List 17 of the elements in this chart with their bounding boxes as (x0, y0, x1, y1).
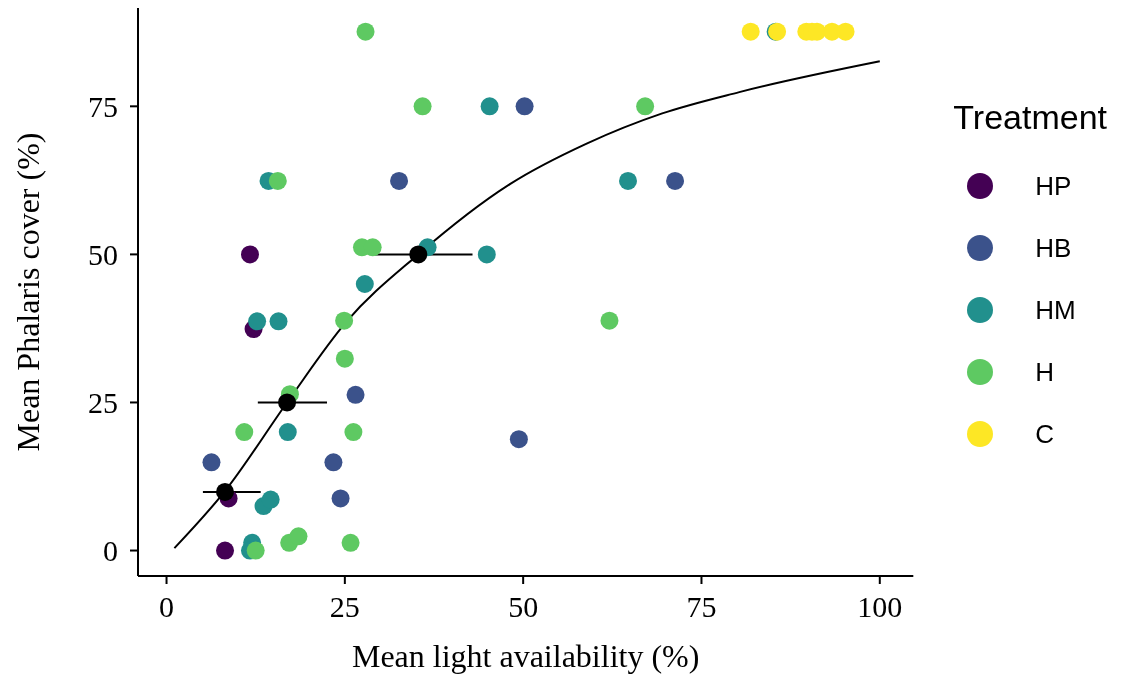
legend-label: H (1035, 356, 1055, 388)
y-tick-label: 50 (88, 238, 118, 272)
x-tick-label: 75 (686, 590, 717, 624)
y-tick-label: 25 (88, 386, 118, 420)
legend-label: C (1035, 418, 1055, 450)
x-tick-label: 0 (159, 590, 175, 624)
x-tick-label: 25 (329, 590, 360, 624)
y-tick-label: 0 (103, 534, 118, 568)
y-tick-label: 75 (88, 89, 118, 123)
legend-label: HM (1035, 294, 1076, 326)
legend-title: Treatment (953, 98, 1107, 137)
x-tick-label: 100 (857, 590, 903, 624)
legend-label: HB (1035, 232, 1072, 264)
x-axis-title: Mean light availability (%) (351, 638, 700, 674)
y-axis-title: Mean Phalaris cover (%) (10, 132, 47, 452)
legend-label: HP (1035, 170, 1072, 202)
x-tick-label: 50 (508, 590, 539, 624)
